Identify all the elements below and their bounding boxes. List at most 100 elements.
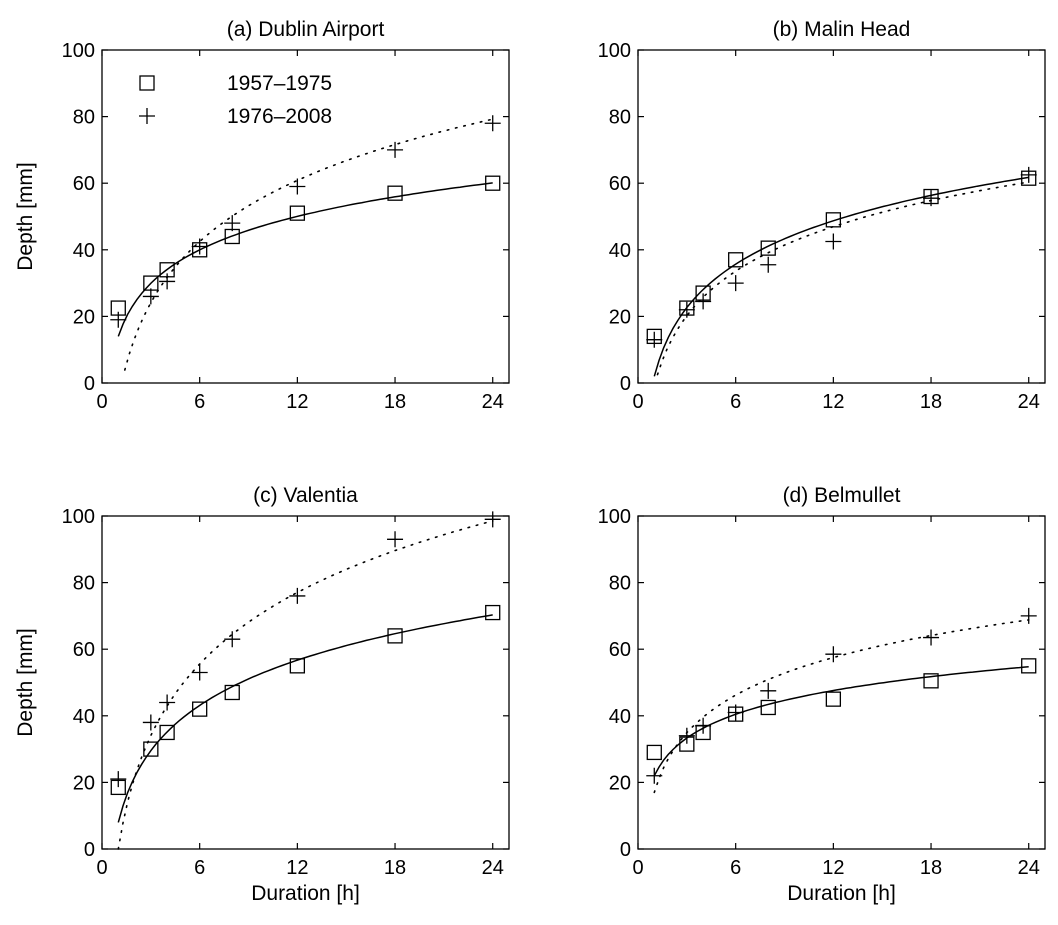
x-tick-label: 0 xyxy=(632,857,643,879)
y-tick-label: 60 xyxy=(609,173,631,195)
series-0-point xyxy=(728,252,744,268)
series-1-point xyxy=(695,293,712,310)
series-1-point xyxy=(727,275,744,292)
series-1-point xyxy=(484,511,501,528)
panel-title: (b) Malin Head xyxy=(773,18,911,41)
axes-box xyxy=(101,49,510,384)
y-axis-label: Depth [mm] xyxy=(14,628,37,737)
series-0-point xyxy=(646,744,662,761)
series-0-point xyxy=(387,628,403,644)
legend-label: 1976–2008 xyxy=(227,105,332,128)
panel-title: (c) Valentia xyxy=(253,484,358,507)
series-0-point xyxy=(192,701,208,717)
series-1-point xyxy=(289,587,306,604)
series-0-point xyxy=(923,673,939,689)
x-tick-label: 24 xyxy=(482,857,504,879)
panel-3: (d) Belmullet 0 6 12 18 24 0 20 40 60 80 100 Duratio… xyxy=(598,484,1046,905)
x-tick-label: 18 xyxy=(920,857,942,879)
series-1-point xyxy=(825,646,842,663)
y-tick-label: 20 xyxy=(73,306,95,328)
series-1-point xyxy=(695,717,712,734)
y-tick-label: 100 xyxy=(598,40,631,62)
series-1-point xyxy=(110,311,127,328)
axes-box xyxy=(637,515,1046,850)
x-tick-label: 6 xyxy=(194,857,205,879)
x-tick-label: 6 xyxy=(730,391,741,413)
series-1-point xyxy=(825,233,842,250)
legend-marker-square xyxy=(139,75,155,91)
x-tick-label: 12 xyxy=(286,391,308,413)
y-tick-label: 40 xyxy=(73,706,95,728)
series-0-fit-line xyxy=(117,614,493,823)
x-tick-label: 0 xyxy=(96,391,107,413)
series-1-point xyxy=(727,704,744,721)
series-0-fit-line xyxy=(117,182,493,337)
series-1-point xyxy=(678,727,695,744)
x-tick-label: 24 xyxy=(1018,857,1040,879)
series-1-fit-line xyxy=(653,619,1030,794)
y-tick-label: 80 xyxy=(73,573,95,595)
y-tick-label: 40 xyxy=(609,706,631,728)
axes-box xyxy=(101,515,510,850)
series-0-fit-line xyxy=(653,665,1029,777)
series-1-point xyxy=(760,682,777,699)
series-1-point xyxy=(1020,607,1037,624)
series-0-point xyxy=(1021,658,1037,674)
series-0-point xyxy=(224,684,240,701)
series-1-point xyxy=(191,238,208,255)
y-axis-label: Depth [mm] xyxy=(14,162,37,271)
series-1-point xyxy=(289,178,306,195)
series-0-point xyxy=(760,240,776,256)
x-axis-label: Duration [h] xyxy=(787,882,896,905)
y-tick-label: 100 xyxy=(62,506,95,528)
y-tick-label: 20 xyxy=(609,306,631,328)
y-tick-label: 80 xyxy=(609,107,631,129)
y-tick-label: 60 xyxy=(609,639,631,661)
series-0-point xyxy=(289,205,306,221)
series-0-point xyxy=(760,699,776,716)
series-1-point xyxy=(387,141,404,158)
y-tick-label: 60 xyxy=(73,173,95,195)
y-tick-label: 80 xyxy=(609,573,631,595)
y-tick-label: 0 xyxy=(84,839,95,861)
y-tick-label: 20 xyxy=(73,772,95,794)
panel-0: (a) Dublin Airport 0 6 12 18 24 0 20 40 60 80 100 De… xyxy=(14,18,510,413)
series-1-point xyxy=(224,631,241,648)
y-tick-label: 80 xyxy=(73,107,95,129)
y-tick-label: 0 xyxy=(620,839,631,861)
x-tick-label: 12 xyxy=(822,857,844,879)
x-tick-label: 18 xyxy=(384,857,406,879)
series-1-point xyxy=(646,331,663,348)
panel-1: (b) Malin Head 0 6 12 18 24 0 20 40 60 80 100 xyxy=(598,18,1046,413)
axes-box xyxy=(637,49,1046,384)
y-tick-label: 20 xyxy=(609,772,631,794)
series-1-point xyxy=(110,771,127,788)
panel-title: (a) Dublin Airport xyxy=(227,18,385,41)
series-0-point xyxy=(485,175,501,191)
series-0-point xyxy=(485,604,501,621)
series-0-point xyxy=(159,724,175,741)
x-tick-label: 24 xyxy=(482,391,504,413)
x-tick-label: 18 xyxy=(384,391,406,413)
x-tick-label: 24 xyxy=(1018,391,1040,413)
series-1-fit-line xyxy=(656,181,1030,376)
panel-2: (c) Valentia 0 6 12 18 24 0 20 40 60 80 100 Duration… xyxy=(14,484,510,905)
series-1-point xyxy=(1020,166,1037,183)
series-1-fit-line xyxy=(124,118,494,371)
x-tick-label: 0 xyxy=(632,391,643,413)
series-1-point xyxy=(923,629,940,646)
series-1-fit-line xyxy=(117,520,494,850)
x-tick-label: 12 xyxy=(822,391,844,413)
series-1-point xyxy=(159,273,176,290)
series-0-point xyxy=(289,658,306,674)
series-1-point xyxy=(142,288,159,305)
x-tick-label: 6 xyxy=(730,857,741,879)
series-1-point xyxy=(191,664,208,681)
series-1-point xyxy=(224,215,241,232)
y-tick-label: 60 xyxy=(73,639,95,661)
x-axis-label: Duration [h] xyxy=(251,882,360,905)
series-0-fit-line xyxy=(653,176,1029,377)
panel-title: (d) Belmullet xyxy=(783,484,901,507)
series-0-point xyxy=(387,185,403,201)
